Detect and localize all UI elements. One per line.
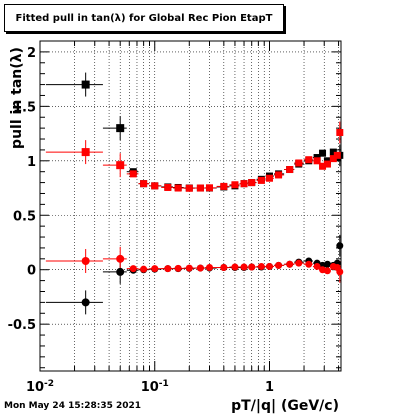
- data-point: [81, 257, 90, 265]
- data-point: [323, 267, 331, 275]
- x-tick-label: 10-2: [26, 379, 54, 395]
- data-point: [265, 262, 273, 270]
- data-point: [275, 261, 283, 269]
- data-point: [81, 298, 90, 307]
- data-point: [240, 263, 248, 271]
- data-point: [313, 262, 321, 270]
- data-point: [295, 259, 303, 267]
- data-point: [286, 260, 294, 268]
- data-point: [286, 166, 294, 174]
- y-tick-label: 2: [27, 46, 36, 61]
- data-point: [295, 159, 303, 167]
- data-point: [319, 149, 327, 157]
- data-point: [196, 184, 204, 192]
- data-point: [220, 264, 228, 272]
- y-tick-label: 1.5: [13, 100, 36, 115]
- grid: [39, 41, 341, 371]
- data-point: [323, 260, 331, 268]
- data-point: [164, 265, 172, 273]
- data-point: [116, 161, 125, 170]
- y-tick-label: 0.5: [13, 209, 36, 224]
- data-point: [329, 148, 337, 156]
- data-point: [329, 155, 337, 163]
- data-point: [129, 170, 137, 178]
- y-tick-label: 0: [27, 264, 36, 279]
- chart-title-box: Fitted pull in tan(λ) for Global Rec Pio…: [4, 4, 284, 32]
- data-point: [275, 171, 283, 179]
- data-point: [116, 254, 125, 263]
- data-point: [129, 265, 137, 273]
- data-point: [205, 184, 213, 192]
- plot-frame: [39, 40, 342, 372]
- data-point: [305, 260, 313, 268]
- data-point: [116, 267, 125, 276]
- data-point: [248, 179, 256, 187]
- data-point: [205, 264, 213, 272]
- data-point: [336, 268, 344, 276]
- x-axis-ticks: 10-2 10-1 1: [26, 41, 340, 395]
- x-tick-label: 10-1: [141, 379, 169, 395]
- data-point: [185, 184, 193, 192]
- data-point: [81, 148, 90, 157]
- data-point: [305, 156, 313, 164]
- y-axis-title: pull in tan(λ): [9, 47, 25, 149]
- data-point: [248, 263, 256, 271]
- x-tick-label: 1: [265, 380, 274, 395]
- data-point: [231, 181, 239, 189]
- data-point: [257, 176, 265, 184]
- data-point: [323, 160, 331, 168]
- data-point: [140, 180, 148, 188]
- data-point: [151, 265, 159, 273]
- footer-timestamp: Mon May 24 15:28:35 2021: [4, 401, 142, 411]
- y-tick-label: -0.5: [8, 318, 36, 333]
- y-tick-label: 1: [27, 155, 36, 170]
- data-point: [240, 180, 248, 188]
- data-points: [81, 80, 344, 307]
- data-point: [257, 262, 265, 270]
- x-axis-title: pT/|q| (GeV/c): [231, 398, 339, 414]
- data-point: [116, 124, 125, 133]
- data-point: [336, 128, 344, 136]
- data-point: [220, 182, 228, 190]
- data-point: [265, 174, 273, 182]
- data-point: [336, 242, 344, 250]
- data-point: [231, 263, 239, 271]
- data-point: [196, 264, 204, 272]
- data-point: [319, 162, 327, 170]
- data-point: [151, 182, 159, 190]
- data-point: [333, 151, 341, 159]
- data-point: [81, 80, 90, 89]
- data-point: [174, 264, 182, 272]
- data-point: [174, 184, 182, 192]
- data-point: [185, 264, 193, 272]
- y-axis-ticks: -0.5 0 0.5 1 1.5 2: [8, 40, 341, 369]
- chart-title: Fitted pull in tan(λ) for Global Rec Pio…: [15, 12, 273, 24]
- data-point: [313, 157, 321, 165]
- data-point: [164, 183, 172, 191]
- data-point: [140, 265, 148, 273]
